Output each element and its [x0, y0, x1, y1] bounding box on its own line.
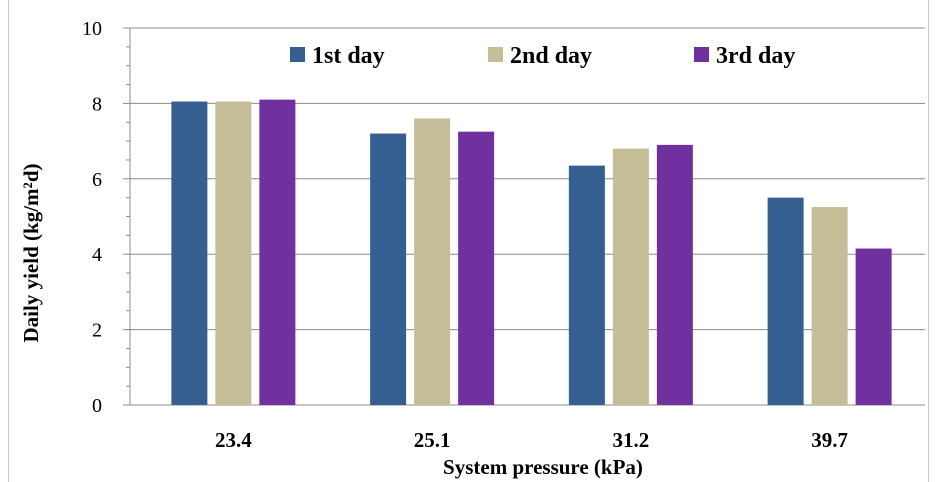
legend: 1st day 2nd day 3rd day — [290, 43, 795, 69]
bar — [215, 101, 252, 405]
bar — [811, 207, 848, 405]
legend-swatch — [290, 47, 305, 62]
legend-swatch — [488, 47, 503, 62]
y-tick-label: 10 — [82, 18, 102, 40]
bar — [568, 165, 605, 405]
bar — [767, 197, 804, 405]
bar — [259, 99, 296, 405]
x-axis: 23.4 25.1 31.2 39.7 — [130, 404, 925, 452]
y-tick-label: 8 — [92, 93, 102, 115]
bar — [458, 131, 495, 406]
bars — [171, 99, 892, 406]
bar — [612, 148, 649, 405]
y-tick-label: 4 — [92, 244, 102, 266]
bar — [370, 133, 407, 405]
chart-frame — [8, 0, 929, 482]
y-axis: 0 2 4 6 8 10 — [82, 18, 131, 417]
x-axis-label: System pressure (kPa) — [443, 455, 643, 479]
bar — [414, 118, 451, 405]
legend-swatch — [694, 47, 709, 62]
y-axis-label: Daily yield (kg/m²d) — [19, 164, 43, 343]
legend-label: 3rd day — [716, 43, 795, 69]
bar — [171, 101, 208, 405]
x-tick-label: 25.1 — [414, 428, 451, 452]
legend-label: 1st day — [312, 43, 385, 69]
bar — [855, 248, 892, 405]
legend-label: 2nd day — [510, 43, 592, 69]
x-tick-label: 39.7 — [811, 428, 848, 452]
bar — [656, 144, 693, 405]
y-tick-label: 6 — [92, 169, 102, 191]
x-tick-label: 31.2 — [613, 428, 650, 452]
y-tick-label: 2 — [92, 320, 102, 342]
y-tick-label: 0 — [92, 395, 102, 417]
x-tick-label: 23.4 — [215, 428, 252, 452]
